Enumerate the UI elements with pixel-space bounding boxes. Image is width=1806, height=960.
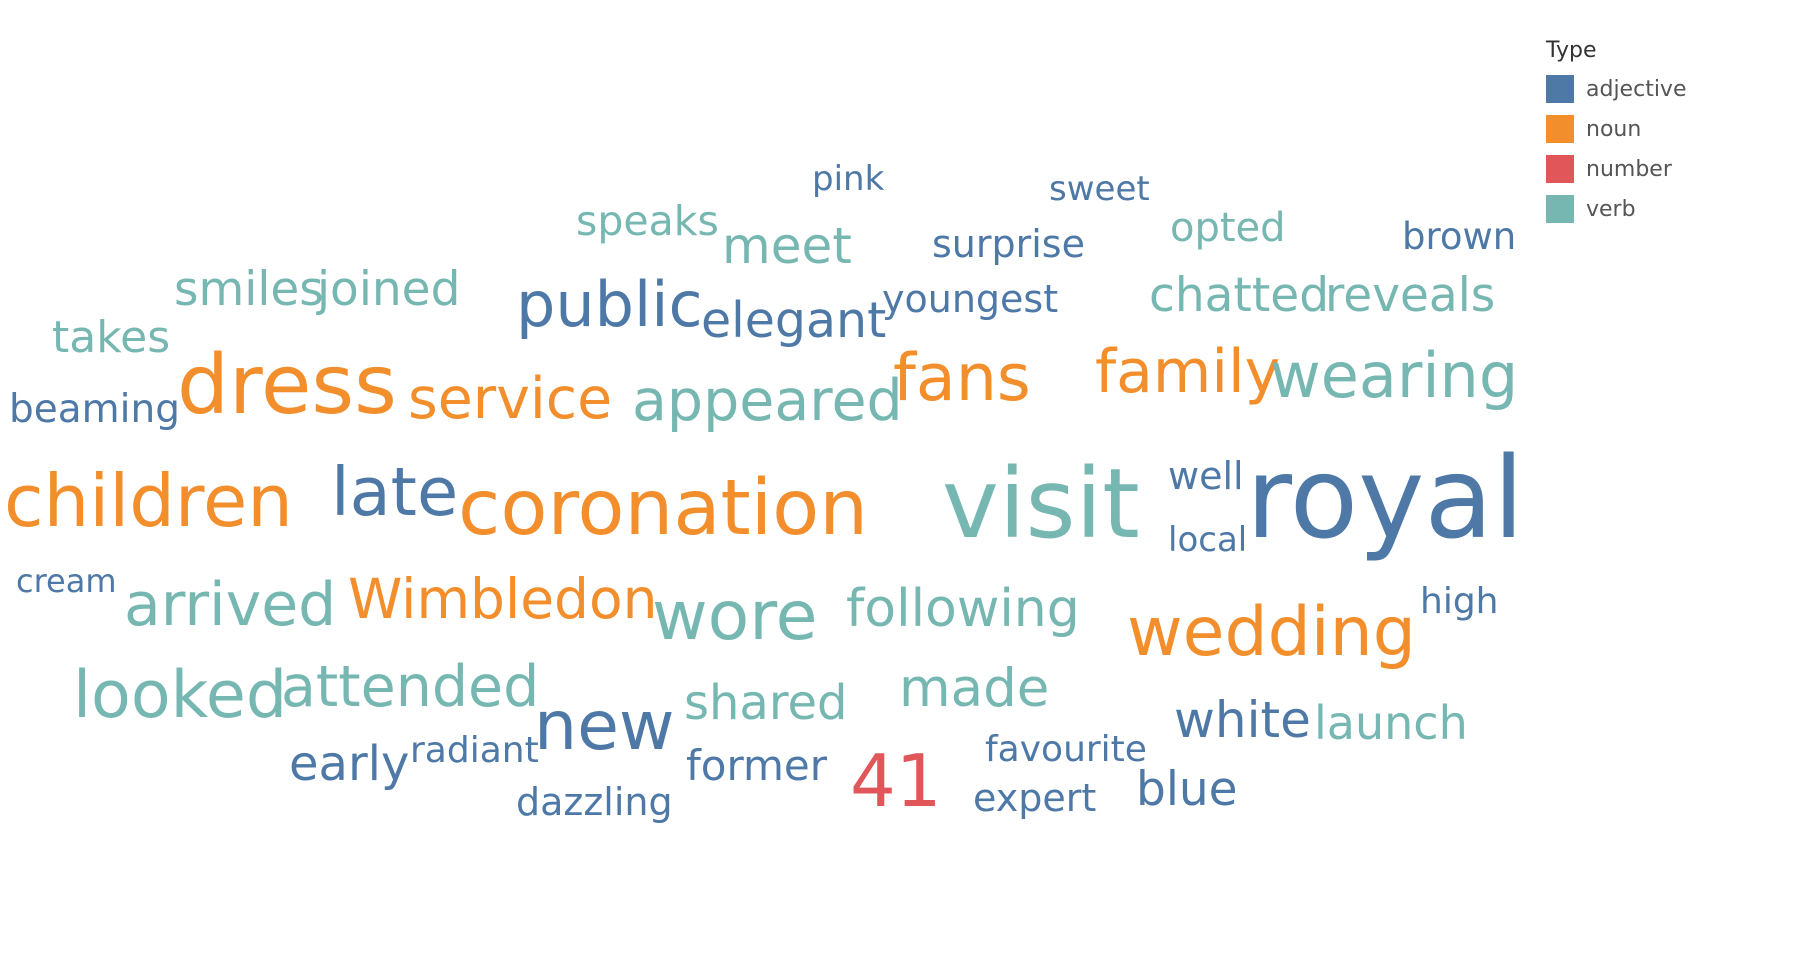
word-made: made: [899, 658, 1049, 719]
word-visit: visit: [942, 448, 1140, 560]
legend-item-verb[interactable]: verb: [1546, 189, 1786, 229]
word-early: early: [289, 736, 409, 792]
word-meet: meet: [722, 217, 852, 275]
word-launch: launch: [1314, 696, 1468, 750]
legend-label-adjective: adjective: [1586, 76, 1687, 102]
legend: Type adjective noun number verb: [1546, 38, 1786, 229]
word-local: local: [1168, 520, 1247, 560]
word-youngest: youngest: [882, 277, 1058, 321]
word-children: children: [4, 459, 293, 543]
legend-title: Type: [1546, 38, 1597, 63]
word-shared: shared: [684, 675, 848, 731]
word-radiant: radiant: [410, 730, 539, 771]
word-white: white: [1174, 691, 1311, 749]
word-fans: fans: [893, 341, 1031, 416]
word-following: following: [846, 579, 1080, 639]
legend-item-noun[interactable]: noun: [1546, 109, 1786, 149]
legend-swatch-number: [1546, 155, 1574, 183]
word-reveals: reveals: [1325, 268, 1495, 323]
word-wedding: wedding: [1127, 593, 1416, 672]
word-former: former: [686, 741, 828, 790]
word-coronation: coronation: [458, 464, 868, 553]
legend-swatch-noun: [1546, 115, 1574, 143]
legend-swatch-adjective: [1546, 75, 1574, 103]
word-favourite: favourite: [985, 729, 1147, 770]
word-brown: brown: [1402, 215, 1516, 258]
word-opted: opted: [1170, 205, 1286, 251]
word-elegant: elegant: [701, 292, 886, 349]
word-wimbledon: Wimbledon: [348, 567, 657, 631]
word-blue: blue: [1136, 762, 1238, 817]
word-wearing: wearing: [1270, 339, 1518, 412]
legend-label-number: number: [1586, 156, 1672, 182]
word-takes: takes: [52, 312, 170, 363]
word-beaming: beaming: [9, 387, 180, 432]
legend-item-adjective[interactable]: adjective: [1546, 69, 1786, 109]
word-well: well: [1168, 454, 1244, 498]
word-late: late: [331, 453, 458, 531]
word-appeared: appeared: [632, 368, 903, 434]
word-speaks: speaks: [576, 197, 719, 245]
word-wore: wore: [652, 577, 818, 656]
legend-label-verb: verb: [1586, 196, 1636, 222]
word-sweet: sweet: [1049, 169, 1150, 209]
word-dazzling: dazzling: [516, 780, 673, 824]
legend-item-number[interactable]: number: [1546, 149, 1786, 189]
word-cream: cream: [16, 562, 117, 600]
word-arrived: arrived: [124, 570, 336, 640]
word-royal: royal: [1246, 434, 1524, 564]
word-service: service: [408, 366, 612, 432]
legend-label-noun: noun: [1586, 116, 1642, 142]
word-expert: expert: [973, 776, 1096, 820]
word-attended: attended: [281, 654, 539, 720]
word-surprise: surprise: [932, 222, 1085, 266]
word-joined: joined: [316, 262, 460, 317]
word-looked: looked: [73, 658, 287, 733]
word-pink: pink: [812, 159, 885, 199]
word-chatted: chatted: [1149, 268, 1329, 323]
word-high: high: [1420, 581, 1499, 622]
word-public: public: [516, 268, 703, 341]
word-family: family: [1095, 337, 1280, 407]
legend-swatch-verb: [1546, 195, 1574, 223]
word-smiles: smiles: [174, 262, 324, 317]
word-new: new: [534, 687, 675, 766]
word-41: 41: [850, 739, 942, 823]
word-dress: dress: [177, 338, 397, 433]
